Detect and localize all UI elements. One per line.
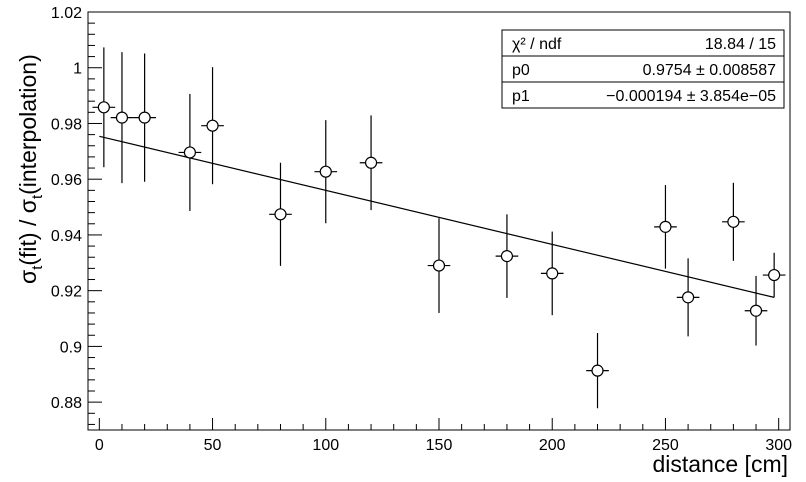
- x-tick-label: 200: [539, 437, 566, 454]
- y-axis-label: σt(fit) / σt(interpolation): [15, 54, 46, 284]
- x-tick-label: 150: [426, 437, 453, 454]
- point-marker: [319, 165, 332, 178]
- point-marker: [659, 220, 672, 233]
- fit-line: [99, 135, 775, 298]
- point-marker: [500, 250, 514, 263]
- y-axis-label-tail: (interpolation): [15, 54, 41, 195]
- data-point: [762, 252, 786, 298]
- data-point: [269, 162, 292, 266]
- data-point: [654, 185, 677, 269]
- point-marker: [546, 267, 559, 280]
- data-point: [359, 115, 383, 211]
- point-marker: [768, 268, 781, 282]
- point-marker: [115, 111, 129, 124]
- stats-row-p1-name: p1: [512, 88, 530, 105]
- data-point: [178, 93, 202, 211]
- x-tick-label: 100: [312, 437, 339, 454]
- data-point: [314, 120, 338, 224]
- stats-row-p1-value: −0.000194 ± 3.854e−05: [606, 88, 776, 105]
- data-point: [744, 275, 768, 346]
- point-marker: [749, 304, 763, 317]
- y-axis-label-mid: (fit) / σ: [15, 199, 41, 266]
- data-point: [110, 52, 134, 184]
- y-tick-label: 1.02: [51, 5, 82, 22]
- stats-row-chi2-name: χ² / ndf: [512, 36, 562, 53]
- points-layer: [92, 47, 786, 409]
- fit-layer: [99, 135, 775, 298]
- point-marker: [206, 119, 219, 132]
- x-tick-label: 250: [652, 437, 679, 454]
- point-marker: [138, 111, 151, 124]
- data-point: [540, 231, 564, 316]
- x-axis-label: distance [cm]: [653, 451, 789, 477]
- data-point: [201, 67, 224, 185]
- x-tick-label: 0: [95, 437, 104, 454]
- y-axis-label-sub: t: [29, 265, 46, 270]
- stats-row-p0-name: p0: [512, 62, 530, 79]
- y-axis-label-sigma: σ: [15, 270, 41, 284]
- point-marker: [681, 291, 695, 304]
- point-marker: [274, 208, 287, 221]
- x-axis: 0 50 100 150 200 250 300: [95, 418, 792, 454]
- y-axis-label-sub2: t: [29, 194, 46, 199]
- data-point: [427, 218, 451, 313]
- point-marker: [432, 259, 446, 272]
- data-point: [495, 214, 519, 298]
- stats-row-chi2-value: 18.84 / 15: [705, 36, 776, 53]
- point-marker: [727, 215, 740, 228]
- data-point: [586, 333, 609, 409]
- y-tick-label: 0.98: [51, 116, 82, 133]
- stats-box: χ² / ndf 18.84 / 15 p0 0.9754 ± 0.008587…: [501, 29, 785, 109]
- point-marker: [591, 364, 604, 377]
- point-marker: [183, 146, 197, 159]
- point-marker: [364, 156, 378, 169]
- data-point: [676, 258, 700, 337]
- data-point: [133, 53, 156, 182]
- y-tick-label: 0.96: [51, 172, 82, 189]
- y-tick-label: 1: [73, 61, 82, 78]
- y-tick-label: 0.94: [51, 228, 82, 245]
- stats-row-p0-value: 0.9754 ± 0.008587: [643, 62, 776, 79]
- x-tick-label: 50: [204, 437, 222, 454]
- x-tick-label: 300: [765, 437, 792, 454]
- stats-box-border: [501, 29, 785, 109]
- y-tick-label: 0.92: [51, 284, 82, 301]
- y-tick-label: 0.88: [51, 395, 82, 412]
- data-point: [722, 182, 745, 261]
- point-marker: [97, 101, 110, 114]
- y-axis: 0.88 0.9 0.92 0.94 0.96 0.98 1 1.02: [51, 5, 102, 425]
- y-tick-label: 0.9: [60, 339, 82, 356]
- data-point: [92, 47, 116, 168]
